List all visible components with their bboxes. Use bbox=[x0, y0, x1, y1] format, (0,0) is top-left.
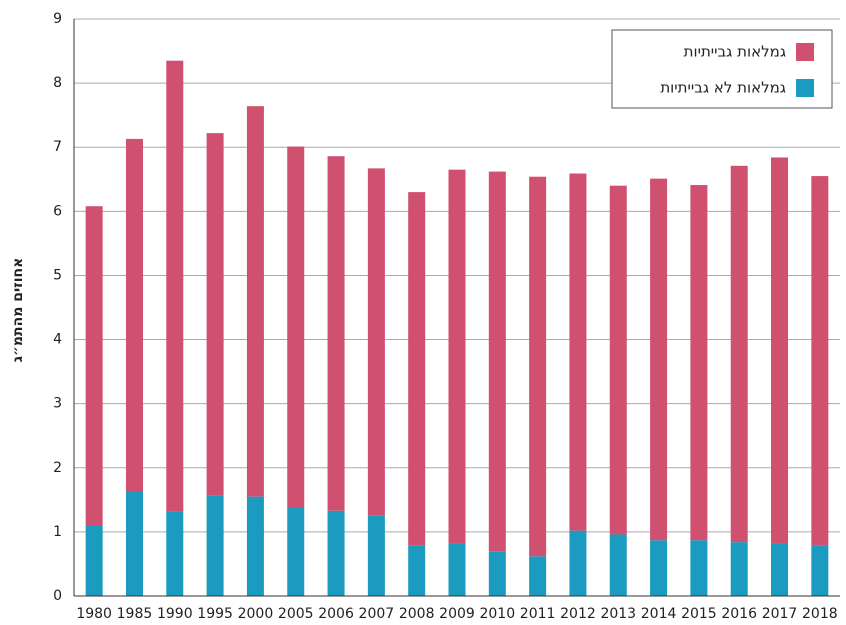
bar-segment bbox=[327, 510, 345, 596]
legend-label: גמלאות גבייתיות bbox=[684, 43, 786, 61]
x-tick-label: 1980 bbox=[76, 606, 112, 622]
bar-segment bbox=[690, 185, 708, 541]
y-tick-label: 5 bbox=[53, 267, 62, 283]
legend-swatch bbox=[796, 43, 814, 61]
bar-segment bbox=[771, 543, 789, 596]
bar-segment bbox=[367, 168, 385, 516]
bar-segment bbox=[609, 534, 627, 596]
x-tick-label: 2018 bbox=[802, 606, 838, 622]
y-tick-label: 8 bbox=[53, 75, 62, 91]
bar-segment bbox=[246, 496, 264, 596]
bar-segment bbox=[529, 556, 547, 596]
bar-segment bbox=[327, 156, 345, 511]
bar-segment bbox=[125, 491, 143, 596]
bar-segment bbox=[287, 507, 305, 596]
bar-segment bbox=[569, 173, 587, 531]
legend-box bbox=[611, 29, 833, 109]
x-tick-label: 2014 bbox=[641, 606, 677, 622]
x-tick-label: 2010 bbox=[479, 606, 515, 622]
bar-segment bbox=[609, 185, 627, 535]
bar-segment bbox=[529, 176, 547, 557]
x-tick-label: 2000 bbox=[238, 606, 274, 622]
y-tick-label: 9 bbox=[53, 11, 62, 27]
x-tick-label: 1990 bbox=[157, 606, 193, 622]
bar-segment bbox=[206, 133, 224, 496]
x-tick-label: 2005 bbox=[278, 606, 314, 622]
bar-segment bbox=[367, 515, 385, 596]
bar-segment bbox=[771, 157, 789, 544]
y-tick-label: 7 bbox=[53, 139, 62, 155]
x-tick-label: 2006 bbox=[318, 606, 354, 622]
legend-swatch bbox=[796, 79, 814, 97]
x-tick-label: 2015 bbox=[681, 606, 717, 622]
bar-segment bbox=[448, 169, 466, 544]
x-tick-label: 2016 bbox=[721, 606, 757, 622]
y-axis-label: אחוזים מהתמ״ג bbox=[10, 258, 26, 363]
x-tick-label: 2008 bbox=[399, 606, 435, 622]
y-tick-label: 3 bbox=[53, 396, 62, 412]
y-tick-label: 6 bbox=[53, 203, 62, 219]
bar-segment bbox=[408, 545, 426, 596]
x-tick-label: 1995 bbox=[197, 606, 233, 622]
bar-segment bbox=[488, 551, 506, 596]
y-tick-label: 2 bbox=[53, 460, 62, 476]
bar-segment bbox=[811, 176, 829, 546]
bar-segment bbox=[650, 178, 668, 541]
bar-segment bbox=[287, 146, 305, 508]
x-tick-label: 2013 bbox=[600, 606, 636, 622]
bar-segment bbox=[408, 192, 426, 546]
bar-segment bbox=[569, 530, 587, 596]
legend-label: גמלאות לא גבייתיות bbox=[660, 79, 786, 97]
bar-segment bbox=[166, 511, 184, 596]
bar-segment bbox=[650, 540, 668, 596]
x-tick-label: 2009 bbox=[439, 606, 475, 622]
y-tick-label: 1 bbox=[53, 524, 62, 540]
bar-segment bbox=[85, 525, 103, 596]
bar-segment bbox=[690, 540, 708, 596]
x-tick-label: 2007 bbox=[359, 606, 395, 622]
y-tick-label: 0 bbox=[53, 588, 62, 604]
bar-segment bbox=[730, 542, 748, 596]
bar-segment bbox=[206, 495, 224, 596]
bar-segment bbox=[488, 171, 506, 552]
bar-segment bbox=[166, 60, 184, 512]
bar-segment bbox=[448, 543, 466, 596]
bar-segment bbox=[85, 206, 103, 526]
x-tick-label: 1985 bbox=[117, 606, 153, 622]
bar-segment bbox=[730, 165, 748, 543]
bar-segment bbox=[811, 545, 829, 596]
y-tick-label: 4 bbox=[53, 332, 62, 348]
x-tick-label: 2012 bbox=[560, 606, 596, 622]
bar-segment bbox=[246, 106, 264, 497]
bar-segment bbox=[125, 138, 143, 492]
x-tick-label: 2017 bbox=[762, 606, 798, 622]
x-tick-label: 2011 bbox=[520, 606, 556, 622]
